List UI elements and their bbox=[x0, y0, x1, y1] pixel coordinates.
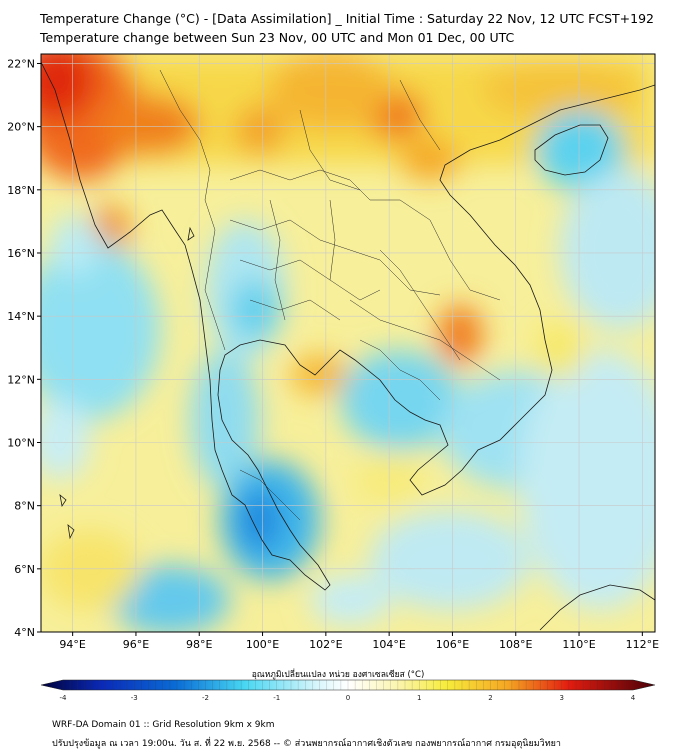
temperature-field bbox=[41, 54, 655, 632]
colorbar-tick-label: 4 bbox=[631, 694, 636, 700]
lon-label: 96°E bbox=[123, 638, 149, 651]
latitude-axis: 22°N 20°N 18°N 16°N 14°N 12°N 10°N 8°N 6°N 4°N bbox=[7, 57, 41, 639]
lon-label: 104°E bbox=[372, 638, 405, 651]
lat-label: 8°N bbox=[14, 500, 35, 513]
colorbar-tick-label: 1 bbox=[417, 694, 421, 700]
lon-label: 110°E bbox=[562, 638, 595, 651]
lat-label: 14°N bbox=[7, 310, 35, 323]
lat-label: 20°N bbox=[7, 121, 35, 134]
longitude-axis: 94°E 96°E 98°E 100°E 102°E 104°E 106°E 108°E 110… bbox=[59, 632, 659, 651]
graticule bbox=[41, 54, 655, 632]
lat-label: 18°N bbox=[7, 184, 35, 197]
colorbar: -4 -3 -2 -1 0 1 2 3 4 bbox=[40, 679, 656, 700]
chart-title: Temperature Change (°C) - [Data Assimila… bbox=[40, 11, 655, 26]
colorbar-tick-label: 2 bbox=[488, 694, 492, 700]
lat-label: 6°N bbox=[14, 563, 35, 576]
map-canvas: 22°N 20°N 18°N 16°N 14°N 12°N 10°N 8°N 6°N 4°N 94… bbox=[7, 53, 659, 700]
lon-label: 100°E bbox=[246, 638, 279, 651]
lat-label: 16°N bbox=[7, 247, 35, 260]
lon-label: 106°E bbox=[436, 638, 469, 651]
colorbar-tick-label: -1 bbox=[273, 694, 280, 700]
lat-label: 12°N bbox=[7, 373, 35, 386]
lon-label: 108°E bbox=[499, 638, 532, 651]
colorbar-tick-label: 3 bbox=[560, 694, 564, 700]
map-frame bbox=[40, 53, 656, 633]
colorbar-tick-label: 0 bbox=[346, 694, 350, 700]
lon-label: 94°E bbox=[59, 638, 85, 651]
lon-label: 98°E bbox=[186, 638, 212, 651]
borders bbox=[159, 69, 501, 521]
colorbar-tick-label: -3 bbox=[131, 694, 138, 700]
lat-label: 4°N bbox=[14, 626, 35, 639]
lat-label: 22°N bbox=[7, 57, 35, 70]
coastline bbox=[41, 61, 655, 631]
colorbar-title: อุณหภูมิเปลี่ยนแปลง หน่วย องศาเซลเซียส (… bbox=[251, 670, 425, 680]
colorbar-tick-label: -2 bbox=[202, 694, 209, 700]
colorbar-tick-label: -4 bbox=[60, 694, 68, 700]
lon-label: 112°E bbox=[626, 638, 659, 651]
footer-model-info: WRF-DA Domain 01 :: Grid Resolution 9km … bbox=[52, 720, 275, 730]
chart-subtitle: Temperature change between Sun 23 Nov, 0… bbox=[40, 30, 515, 45]
lon-label: 102°E bbox=[309, 638, 342, 651]
footer-update-info: ปรับปรุงข้อมูล ณ เวลา 19:00น. วัน ส. ที่… bbox=[52, 739, 561, 749]
lat-label: 10°N bbox=[7, 436, 35, 449]
